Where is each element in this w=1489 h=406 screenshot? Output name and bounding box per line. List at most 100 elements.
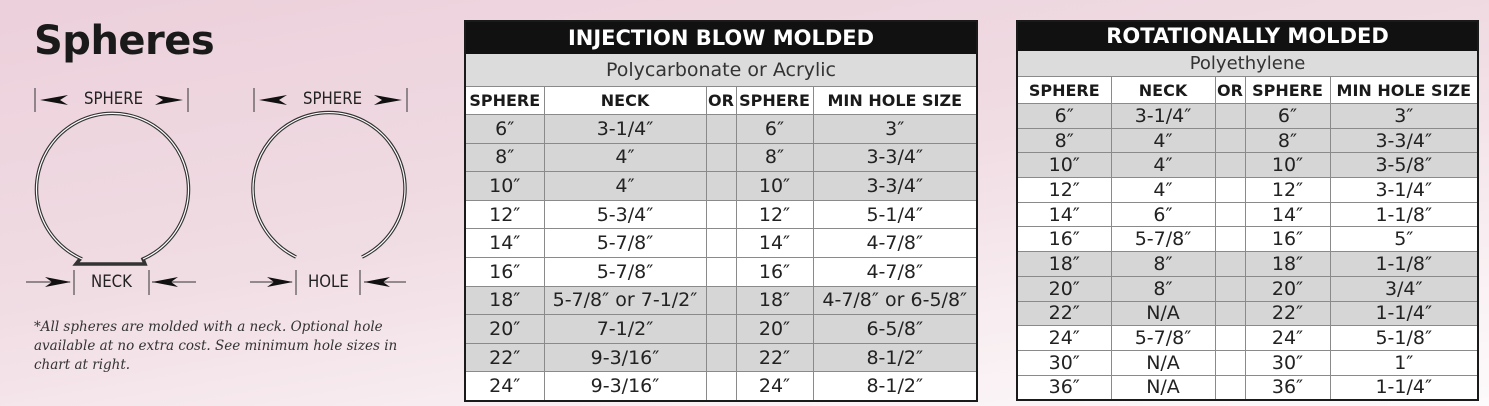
column-header: NECK xyxy=(543,86,707,115)
sphere-dimension-label: SPHERE xyxy=(84,89,144,109)
table-cell: N/A xyxy=(1110,349,1216,376)
hole-dimension-label: HOLE xyxy=(308,272,349,292)
table-cell xyxy=(1214,177,1246,203)
arrow-right-icon xyxy=(45,277,71,287)
table-row: 12″ 5-3/4″ 12″ 5-1/4″ xyxy=(464,199,978,230)
table-cell: 8″ xyxy=(735,142,814,173)
table-cell: 16″ xyxy=(1244,226,1331,253)
table-cell: 18″ xyxy=(464,285,545,316)
table-cell: 18″ xyxy=(1244,251,1331,277)
injection-blow-molded-table: INJECTION BLOW MOLDED Polycarbonate or A… xyxy=(464,20,979,402)
table-cell xyxy=(705,199,737,230)
column-header: SPHERE xyxy=(735,86,814,115)
arrow-left-icon xyxy=(152,277,178,287)
table-cell: 20″ xyxy=(1244,275,1331,302)
table-cell: 3-3/4″ xyxy=(1329,127,1479,154)
table-cell: 8″ xyxy=(464,142,545,173)
table-row: 16″ 5-7/8″ 16″ 4-7/8″ xyxy=(464,256,978,287)
footnote: *All spheres are molded with a neck. Opt… xyxy=(34,319,398,373)
table-cell xyxy=(705,285,737,316)
table-cell: 1-1/4″ xyxy=(1329,374,1479,401)
table-row: 8″ 4″ 8″ 3-3/4″ xyxy=(464,142,978,173)
table-cell: 14″ xyxy=(464,228,545,258)
table-cell: 36″ xyxy=(1244,374,1331,401)
table-title: ROTATIONALLY MOLDED xyxy=(1016,20,1479,51)
table-cell: 8″ xyxy=(1110,251,1216,277)
table-cell: 22″ xyxy=(464,342,545,373)
table-cell xyxy=(1214,349,1246,376)
table-cell: 12″ xyxy=(1244,177,1331,203)
table-cell xyxy=(1214,325,1246,351)
table-cell: 5-7/8″ xyxy=(543,256,707,287)
arrow-right-icon xyxy=(267,277,293,287)
table-cell xyxy=(705,314,737,344)
table-cell: 16″ xyxy=(735,256,814,287)
table-row: 12″ 4″ 12″ 3-1/4″ xyxy=(1016,177,1479,203)
table-cell: 4-7/8″ xyxy=(812,256,978,287)
table-cell: 6″ xyxy=(1244,103,1331,129)
table-cell: 4″ xyxy=(543,142,707,173)
table-cell xyxy=(705,142,737,173)
table-cell: 5-7/8″ xyxy=(1110,325,1216,351)
table-cell: 22″ xyxy=(1244,300,1331,327)
table-cell: 8-1/2″ xyxy=(812,342,978,373)
table-cell: 10″ xyxy=(735,171,814,201)
table-cell: 3″ xyxy=(1329,103,1479,129)
table-cell: 22″ xyxy=(1016,300,1112,327)
table-cell: 3-3/4″ xyxy=(812,142,978,173)
table-cell: 8″ xyxy=(1016,127,1112,154)
table-cell xyxy=(1214,374,1246,401)
table-row: 24″ 5-7/8″ 24″ 5-1/8″ xyxy=(1016,325,1479,351)
table-cell: 3-3/4″ xyxy=(812,171,978,201)
table-cell: 1-1/8″ xyxy=(1329,201,1479,228)
table-cell: 6″ xyxy=(1110,201,1216,228)
table-cell: 16″ xyxy=(464,256,545,287)
table-cell: 5-3/4″ xyxy=(543,199,707,230)
table-cell: 9-3/16″ xyxy=(543,371,707,402)
column-header: OR xyxy=(705,86,737,115)
column-header: OR xyxy=(1214,76,1246,104)
table-cell xyxy=(1214,226,1246,253)
table-row: 14″ 5-7/8″ 14″ 4-7/8″ xyxy=(464,228,978,258)
table-cell: 14″ xyxy=(1016,201,1112,228)
sphere-with-hole-diagram xyxy=(250,88,408,295)
table-cell: 14″ xyxy=(735,228,814,258)
table-cell: 1″ xyxy=(1329,349,1479,376)
table-cell: 5-1/4″ xyxy=(812,199,978,230)
table-cell: 16″ xyxy=(1016,226,1112,253)
table-row: 6″ 3-1/4″ 6″ 3″ xyxy=(464,114,978,144)
table-cell: 30″ xyxy=(1016,349,1112,376)
table-cell: 18″ xyxy=(735,285,814,316)
header-row: SPHERE NECK OR SPHERE MIN HOLE SIZE xyxy=(1016,76,1479,104)
page-title: Spheres xyxy=(34,18,215,64)
table-cell: 4″ xyxy=(1110,127,1216,154)
table-cell: 5-7/8″ xyxy=(543,228,707,258)
table-cell: 10″ xyxy=(1016,152,1112,179)
table-cell: 12″ xyxy=(1016,177,1112,203)
rotationally-molded-table: ROTATIONALLY MOLDED Polyethylene SPHERE … xyxy=(1016,20,1480,402)
table-row: 18″ 8″ 18″ 1-1/8″ xyxy=(1016,251,1479,277)
table-cell: 4-7/8″ or 6-5/8″ xyxy=(812,285,978,316)
neck-dimension-label: NECK xyxy=(91,272,132,292)
table-row: 30″ N/A 30″ 1″ xyxy=(1016,349,1479,376)
table-cell: 14″ xyxy=(1244,201,1331,228)
table-cell: 12″ xyxy=(464,199,545,230)
column-header: SPHERE xyxy=(464,86,545,115)
table-cell xyxy=(705,228,737,258)
table-cell: 4″ xyxy=(1110,152,1216,179)
table-cell: 1-1/8″ xyxy=(1329,251,1479,277)
table-cell xyxy=(705,171,737,201)
table-cell: 7-1/2″ xyxy=(543,314,707,344)
table-row: 36″ N/A 36″ 1-1/4″ xyxy=(1016,374,1479,401)
arrow-right-icon xyxy=(155,95,183,105)
table-cell: 6″ xyxy=(735,114,814,144)
table-cell xyxy=(705,256,737,287)
table-cell: 3-1/4″ xyxy=(1110,103,1216,129)
table-cell xyxy=(705,114,737,144)
table-cell: 12″ xyxy=(735,199,814,230)
table-cell xyxy=(1214,251,1246,277)
table-cell: 5″ xyxy=(1329,226,1479,253)
table-cell: 5-7/8″ xyxy=(1110,226,1216,253)
table-cell xyxy=(705,371,737,402)
arrow-left-icon xyxy=(40,95,68,105)
